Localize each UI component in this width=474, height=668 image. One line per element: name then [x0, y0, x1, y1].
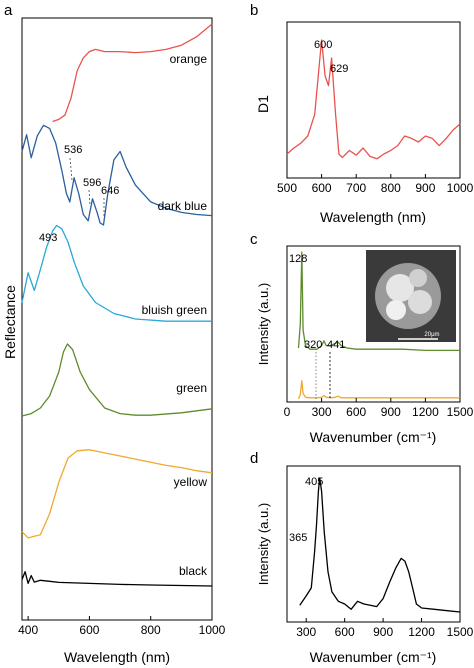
sem-inset-particle	[409, 269, 427, 287]
panel-c-ylabel: Intensity (a.u.)	[256, 283, 271, 365]
series-line-d-0	[299, 477, 461, 613]
series-line-a-bluish-green	[21, 224, 212, 322]
x-tick-label-b-700: 700	[346, 181, 366, 195]
panel-c: c 0 300 600 900 1200 1500 20μm Wavenumber (cm…	[250, 231, 474, 445]
panel-d-ylabel: Intensity (a.u.)	[256, 503, 271, 585]
x-tick-label-a-800: 800	[141, 623, 161, 637]
series-label-bluish-green: bluish green	[142, 303, 207, 317]
panel-d: d 300 600 900 1200 1500 Wavenumber (cm⁻¹) In…	[250, 450, 474, 665]
sem-inset-particle	[386, 300, 406, 320]
series-line-b-0	[286, 39, 461, 160]
panel-d-frame	[286, 465, 461, 623]
annotation-596: 596	[83, 177, 101, 189]
annotation-536: 536	[64, 144, 82, 156]
marker-596	[88, 189, 91, 207]
x-tick-label-b-500: 500	[277, 181, 297, 195]
panel-a-ylabel: Reflectance	[2, 285, 18, 359]
x-tick-label-a-600: 600	[79, 623, 99, 637]
series-line-a-orange	[52, 23, 213, 123]
annotation-646: 646	[101, 185, 119, 197]
annotation-365: 365	[289, 532, 307, 544]
panel-d-xlabel: Wavenumber (cm⁻¹)	[310, 649, 437, 665]
x-tick-label-c-1200: 1200	[412, 405, 439, 419]
sem-scale-bar-label: 20μm	[424, 332, 439, 338]
panel-label-b: b	[250, 2, 258, 19]
panel-b-frame	[286, 21, 461, 179]
sem-inset: 20μm	[366, 250, 456, 342]
annotation-405: 405	[305, 476, 323, 488]
sem-inset-particle	[386, 274, 414, 302]
series-label-dark-blue: dark blue	[158, 199, 208, 213]
series-line-a-yellow	[21, 449, 213, 539]
x-tick-label-c-600: 600	[346, 405, 366, 419]
panel-a-frame	[21, 17, 213, 621]
annotation-629: 629	[330, 63, 348, 75]
panel-label-c: c	[250, 231, 258, 248]
panel-a: a 400 600 800 1000 Wavelength (nm) Reflecta…	[2, 2, 226, 665]
series-label-black: black	[179, 564, 208, 578]
series-label-green: green	[176, 381, 207, 395]
series-label-orange: orange	[170, 52, 208, 66]
x-tick-label-b-900: 900	[415, 181, 435, 195]
x-tick-label-d-600: 600	[335, 625, 355, 639]
x-tick-label-c-1500: 1500	[447, 405, 474, 419]
x-tick-label-b-800: 800	[381, 181, 401, 195]
x-tick-label-a-400: 400	[18, 623, 38, 637]
annotation-600: 600	[314, 39, 332, 51]
marker-536	[69, 157, 73, 181]
x-tick-label-c-900: 900	[381, 405, 401, 419]
series-line-a-green	[21, 343, 213, 417]
series-label-yellow: yellow	[174, 475, 208, 489]
annotation-493: 493	[39, 232, 57, 244]
x-tick-label-b-600: 600	[312, 181, 332, 195]
panel-c-xlabel: Wavenumber (cm⁻¹)	[310, 429, 437, 445]
panel-b: b 500 600 700 800 900 1000 Wavelength (nm) D1…	[250, 2, 474, 225]
x-tick-label-d-300: 300	[296, 625, 316, 639]
annotation-320: 320	[304, 339, 322, 351]
x-tick-label-a-1000: 1000	[199, 623, 226, 637]
panel-a-xlabel: Wavelength (nm)	[64, 649, 170, 665]
x-tick-label-b-1000: 1000	[447, 181, 474, 195]
panel-b-ylabel: D1	[255, 95, 271, 113]
panel-b-xlabel: Wavelength (nm)	[320, 209, 426, 225]
series-line-a-dark-blue	[21, 124, 213, 226]
annotation-441: 441	[327, 339, 345, 351]
x-tick-label-c-0: 0	[284, 405, 291, 419]
x-tick-label-d-900: 900	[373, 625, 393, 639]
series-line-a-black	[21, 571, 213, 587]
x-tick-label-d-1200: 1200	[408, 625, 435, 639]
annotation-128: 128	[289, 253, 307, 265]
x-tick-label-c-300: 300	[312, 405, 332, 419]
series-line-c-0	[297, 251, 460, 352]
x-tick-label-d-1500: 1500	[447, 625, 474, 639]
sem-inset-particle	[408, 290, 432, 314]
series-line-c-1	[297, 380, 460, 400]
panel-c-frame	[286, 245, 461, 403]
panel-label-d: d	[250, 450, 258, 467]
panel-label-a: a	[4, 2, 13, 19]
